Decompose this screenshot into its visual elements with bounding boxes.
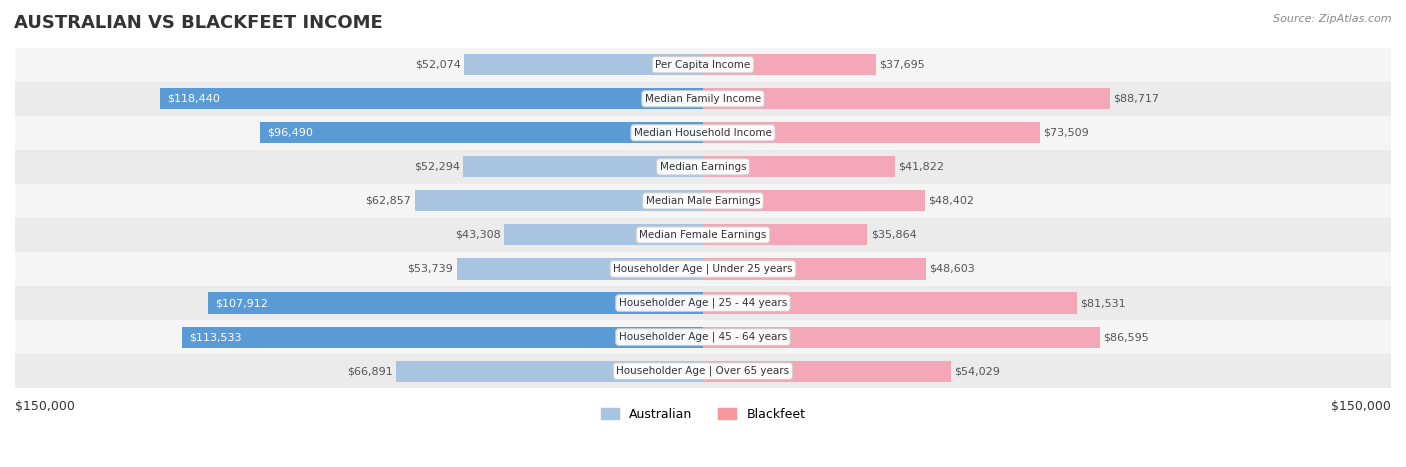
Bar: [703, 88, 1109, 109]
Bar: [457, 258, 703, 280]
Text: $73,509: $73,509: [1043, 128, 1090, 138]
Text: $66,891: $66,891: [347, 366, 392, 376]
Text: $81,531: $81,531: [1080, 298, 1126, 308]
Text: Source: ZipAtlas.com: Source: ZipAtlas.com: [1274, 14, 1392, 24]
Bar: [15, 320, 1391, 354]
Text: Householder Age | 45 - 64 years: Householder Age | 45 - 64 years: [619, 332, 787, 342]
Text: $48,603: $48,603: [929, 264, 976, 274]
Text: $37,695: $37,695: [879, 60, 925, 70]
Bar: [15, 218, 1391, 252]
Text: Median Household Income: Median Household Income: [634, 128, 772, 138]
Bar: [463, 156, 703, 177]
Text: Householder Age | 25 - 44 years: Householder Age | 25 - 44 years: [619, 298, 787, 308]
Text: $43,308: $43,308: [456, 230, 501, 240]
Bar: [15, 150, 1391, 184]
Text: $107,912: $107,912: [215, 298, 267, 308]
Bar: [703, 191, 925, 212]
Text: Median Earnings: Median Earnings: [659, 162, 747, 172]
Text: Per Capita Income: Per Capita Income: [655, 60, 751, 70]
Bar: [183, 326, 703, 347]
Bar: [208, 292, 703, 314]
Text: $118,440: $118,440: [167, 94, 219, 104]
Bar: [505, 224, 703, 246]
Bar: [703, 54, 876, 75]
Text: Householder Age | Over 65 years: Householder Age | Over 65 years: [616, 366, 790, 376]
Text: Householder Age | Under 25 years: Householder Age | Under 25 years: [613, 264, 793, 274]
Text: $150,000: $150,000: [15, 400, 75, 413]
Text: $113,533: $113,533: [190, 332, 242, 342]
Bar: [396, 361, 703, 382]
Text: $53,739: $53,739: [408, 264, 453, 274]
Bar: [15, 116, 1391, 150]
Text: AUSTRALIAN VS BLACKFEET INCOME: AUSTRALIAN VS BLACKFEET INCOME: [14, 14, 382, 32]
Text: $54,029: $54,029: [955, 366, 1000, 376]
Bar: [703, 361, 950, 382]
Bar: [464, 54, 703, 75]
Bar: [703, 326, 1099, 347]
Text: $52,074: $52,074: [415, 60, 461, 70]
Text: $150,000: $150,000: [1331, 400, 1391, 413]
Bar: [703, 122, 1040, 143]
Bar: [703, 292, 1077, 314]
Bar: [160, 88, 703, 109]
Bar: [15, 184, 1391, 218]
Bar: [15, 286, 1391, 320]
Bar: [703, 258, 927, 280]
Bar: [703, 224, 868, 246]
Text: Median Male Earnings: Median Male Earnings: [645, 196, 761, 206]
Text: $62,857: $62,857: [366, 196, 412, 206]
Text: Median Female Earnings: Median Female Earnings: [640, 230, 766, 240]
Legend: Australian, Blackfeet: Australian, Blackfeet: [596, 403, 810, 426]
Text: $88,717: $88,717: [1114, 94, 1160, 104]
Bar: [15, 252, 1391, 286]
Bar: [15, 82, 1391, 116]
Bar: [260, 122, 703, 143]
Bar: [15, 48, 1391, 82]
Bar: [415, 191, 703, 212]
Text: $86,595: $86,595: [1104, 332, 1149, 342]
Text: $52,294: $52,294: [413, 162, 460, 172]
Text: Median Family Income: Median Family Income: [645, 94, 761, 104]
Bar: [703, 156, 894, 177]
Text: $96,490: $96,490: [267, 128, 314, 138]
Text: $35,864: $35,864: [870, 230, 917, 240]
Text: $48,402: $48,402: [928, 196, 974, 206]
Text: $41,822: $41,822: [898, 162, 945, 172]
Bar: [15, 354, 1391, 388]
